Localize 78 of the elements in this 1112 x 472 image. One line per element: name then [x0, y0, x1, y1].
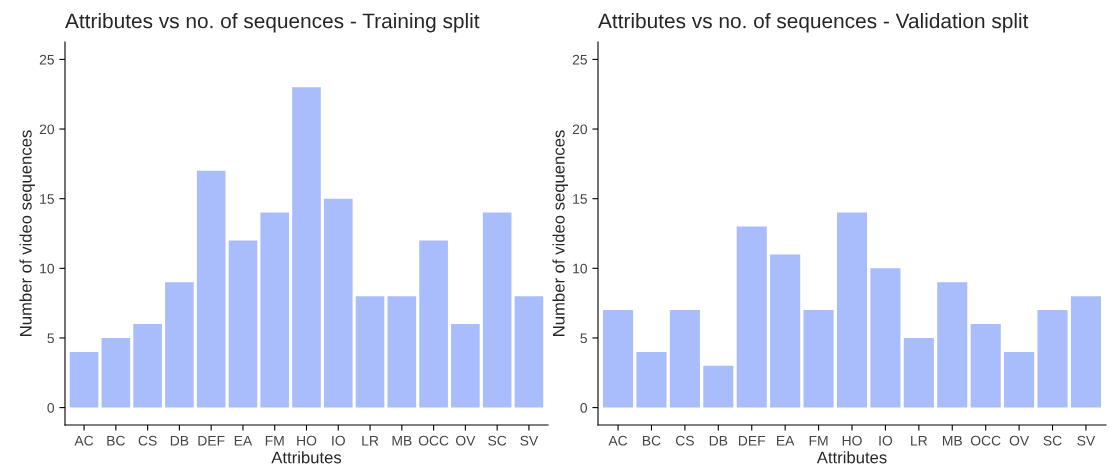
x-tick-label: HO	[842, 435, 862, 446]
bar	[260, 212, 290, 408]
bar	[770, 254, 801, 408]
bar	[69, 351, 99, 408]
bar	[323, 198, 353, 408]
x-tick-label: EA	[234, 435, 253, 446]
x-tick-label: DB	[170, 435, 189, 446]
y-tick-label: 15	[40, 194, 54, 204]
y-tick-label: 25	[572, 54, 587, 65]
bar	[636, 351, 667, 408]
bar	[133, 324, 162, 408]
y-tick-label: 10	[573, 263, 588, 274]
x-tick-label: MB	[942, 435, 962, 446]
x-tick-label: AC	[74, 435, 94, 446]
x-tick-label: OCC	[970, 435, 1001, 446]
y-tick-label: 20	[39, 124, 55, 135]
x-tick-label: SV	[520, 435, 539, 446]
x-tick-label: EA	[777, 435, 795, 446]
bar	[419, 240, 448, 408]
x-tick-label: OV	[456, 435, 476, 446]
x-tick-label: IO	[332, 435, 345, 446]
bar	[803, 310, 834, 408]
x-tick-label: MB	[392, 435, 412, 446]
chart-title: Attributes vs no. of sequences - Validation split	[598, 13, 1029, 33]
bar	[292, 87, 321, 408]
chart-title: Attributes vs no. of sequences - Training split	[65, 13, 480, 33]
bar	[355, 296, 385, 408]
x-tick-label: SC	[488, 435, 507, 446]
y-axis-title: Number of video sequences	[19, 130, 35, 336]
x-tick-label: LR	[911, 435, 928, 446]
bar	[196, 170, 226, 408]
bar	[482, 212, 512, 408]
x-tick-label: FM	[265, 435, 284, 446]
bar	[669, 310, 700, 408]
bar	[387, 296, 417, 408]
bar	[870, 268, 901, 408]
x-tick-label: BC	[642, 435, 661, 446]
y-tick-label: 0	[580, 402, 588, 413]
bar	[514, 296, 544, 408]
x-tick-label: LR	[362, 435, 379, 446]
x-tick-label: DB	[709, 435, 728, 446]
y-tick-label: 5	[580, 333, 587, 344]
x-tick-label: CS	[675, 435, 694, 446]
x-tick-label: SV	[1077, 435, 1096, 446]
x-tick-label: OV	[1009, 435, 1030, 446]
y-axis-title: Number of video sequences	[552, 130, 568, 336]
x-tick-label: IO	[879, 435, 893, 446]
y-tick-label: 25	[39, 54, 54, 65]
bar	[703, 365, 734, 408]
bar	[101, 337, 131, 408]
x-axis-title: Attributes	[816, 451, 887, 464]
x-tick-label: OCC	[418, 435, 449, 446]
bar	[451, 324, 480, 408]
bar	[736, 226, 767, 408]
x-tick-label: HO	[297, 435, 317, 446]
x-tick-label: CS	[138, 435, 157, 446]
bar	[1070, 296, 1101, 408]
y-tick-label: 5	[47, 333, 54, 344]
bar	[1037, 310, 1068, 408]
y-tick-label: 20	[572, 124, 588, 135]
y-tick-label: 0	[47, 402, 55, 413]
y-tick-label: 10	[40, 263, 55, 274]
bar	[836, 212, 868, 408]
bar	[165, 282, 194, 408]
x-tick-label: SC	[1043, 435, 1062, 446]
x-axis-title: Attributes	[271, 451, 342, 464]
y-tick-label: 15	[573, 194, 587, 204]
bar	[903, 337, 934, 408]
bar	[228, 240, 258, 408]
bar	[937, 282, 968, 408]
bar	[1004, 351, 1035, 408]
x-tick-label: AC	[608, 435, 628, 446]
x-tick-label: FM	[809, 435, 828, 446]
x-tick-label: DEF	[198, 435, 225, 446]
bar	[970, 324, 1001, 408]
x-tick-label: BC	[107, 435, 125, 446]
x-tick-label: DEF	[738, 435, 766, 446]
bar	[603, 310, 634, 408]
